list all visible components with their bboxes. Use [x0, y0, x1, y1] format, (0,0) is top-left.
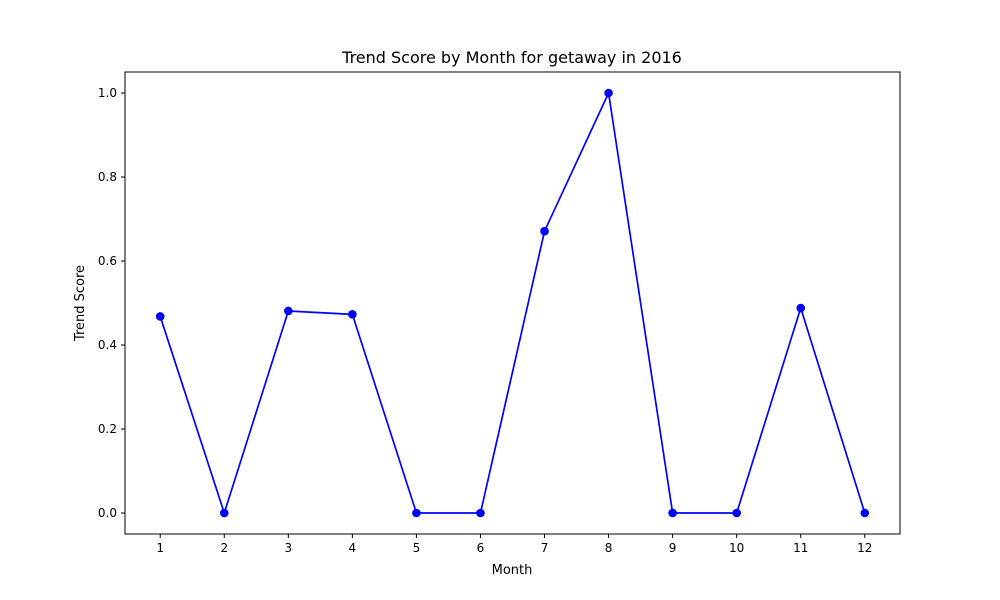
- data-point: [796, 303, 806, 313]
- plot-frame: [124, 71, 901, 535]
- data-point: [668, 508, 677, 518]
- data-point: [348, 310, 357, 319]
- x-tick-label: 4: [349, 541, 357, 555]
- y-tick-label: 0.8: [98, 170, 117, 184]
- y-axis-label: Trend Score: [73, 265, 88, 342]
- x-tick-label: 11: [793, 541, 808, 555]
- data-point: [284, 306, 293, 316]
- x-tick-label: 12: [857, 541, 872, 555]
- x-tick-label: 9: [669, 541, 677, 555]
- data-point: [476, 508, 485, 518]
- data-point: [219, 508, 229, 518]
- y-tick-label: 1.0: [98, 86, 117, 100]
- x-tick-label: 2: [220, 541, 228, 555]
- data-point: [412, 508, 421, 518]
- data-point: [732, 508, 741, 518]
- data-point: [540, 226, 549, 236]
- x-tick-label: 3: [285, 541, 293, 555]
- y-tick-label: 0.0: [98, 506, 117, 520]
- data-point: [860, 508, 870, 518]
- x-tick-label: 8: [605, 541, 613, 555]
- data-point: [155, 312, 165, 321]
- series-line: [159, 92, 866, 514]
- x-tick-label: 5: [413, 541, 421, 555]
- x-tick-label: 7: [541, 541, 549, 555]
- data-point: [604, 88, 613, 98]
- chart-title: Trend Score by Month for getaway in 2016: [341, 48, 682, 67]
- x-tick-label: 1: [156, 541, 164, 555]
- y-tick-label: 0.4: [98, 338, 117, 352]
- y-tick-label: 0.6: [98, 254, 117, 268]
- x-tick-label: 6: [477, 541, 485, 555]
- y-tick-label: 0.2: [98, 422, 117, 436]
- axis-ticks: 1 2 3 4 5 6 7 8 9 10 11 120.00.20.40.60.81.0: [98, 86, 873, 555]
- x-axis-label: Month: [492, 563, 533, 578]
- x-tick-label: 10: [729, 541, 744, 555]
- series-layer: [155, 88, 870, 518]
